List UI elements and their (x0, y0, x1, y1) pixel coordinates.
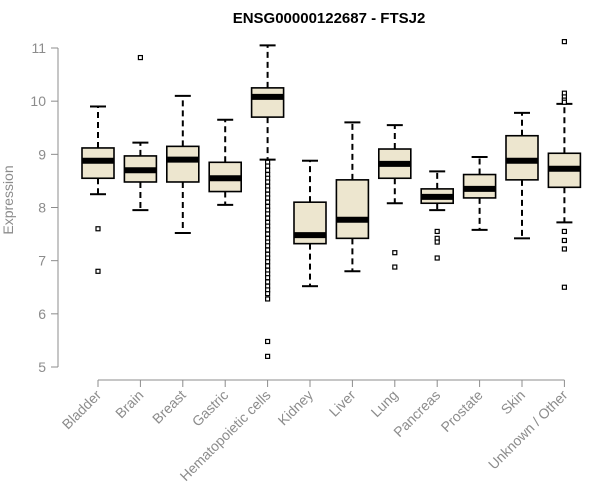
box-hematopoietic-cells (250, 44, 285, 359)
outlier-point (265, 296, 271, 302)
outlier-point (561, 228, 568, 235)
box-kidney (293, 159, 327, 288)
y-axis-label: Expression (0, 165, 16, 234)
y-tick-label: 9 (38, 146, 46, 162)
outlier-point (265, 259, 271, 265)
y-tick-label: 10 (30, 93, 46, 109)
box-prostate (462, 155, 497, 231)
y-tick-label: 8 (38, 200, 46, 216)
x-tick-label: Liver (326, 387, 359, 420)
box-skin (505, 111, 539, 240)
x-tick-label: Skin (498, 387, 529, 418)
iqr-box (166, 145, 200, 183)
outlier-point (265, 163, 271, 169)
outlier-point (392, 264, 398, 270)
outlier-point (434, 239, 440, 245)
box-liver (335, 121, 370, 273)
outlier-point (265, 263, 271, 269)
x-tick-label: Breast (149, 387, 189, 427)
outlier-point (265, 243, 271, 249)
outlier-point (95, 226, 101, 232)
outlier-point (434, 255, 440, 261)
outlier-point (265, 167, 271, 173)
y-tick-label: 7 (38, 253, 46, 269)
box-brain (123, 54, 158, 212)
y-tick-label: 11 (31, 40, 46, 56)
box-breast (166, 94, 200, 235)
outlier-point (95, 268, 101, 274)
box-gastric (208, 118, 242, 206)
outlier-point (265, 211, 271, 217)
iqr-box (250, 87, 285, 118)
x-tick-label: Kidney (275, 387, 317, 429)
x-tick-label: Brain (112, 387, 146, 421)
x-tick-label: Unknown / Other (485, 387, 571, 473)
outlier-point (561, 39, 568, 45)
outlier-point (265, 227, 271, 233)
outlier-point (265, 353, 271, 359)
outlier-point (265, 247, 271, 253)
x-tick-label: Pancreas (390, 387, 443, 440)
outlier-point (265, 231, 271, 237)
y-tick-label: 5 (38, 359, 46, 375)
box-lung (377, 124, 412, 270)
box-bladder (81, 105, 115, 274)
outlier-point (265, 187, 271, 193)
outlier-point (561, 237, 568, 244)
x-tick-label: Prostate (438, 387, 486, 435)
chart-title: ENSG00000122687 - FTSJ2 (233, 10, 426, 27)
outlier-point (265, 199, 271, 205)
iqr-box (335, 179, 370, 240)
outlier-point (561, 246, 568, 252)
outlier-point (434, 228, 440, 235)
boxes-group (81, 39, 582, 359)
outlier-point (265, 215, 271, 221)
box-pancreas (420, 170, 455, 261)
y-axis: 5 6 7 8 9 10 11 (30, 40, 59, 375)
outlier-point (265, 275, 271, 281)
box-unknown-other (547, 39, 582, 290)
outlier-point (265, 338, 271, 345)
outlier-point (561, 99, 568, 105)
x-tick-label: Lung (368, 387, 401, 420)
outlier-point (137, 54, 143, 61)
outlier-point (265, 179, 271, 185)
outlier-point (561, 284, 568, 290)
y-tick-label: 6 (38, 306, 46, 322)
outlier-point (265, 195, 271, 201)
outlier-point (265, 279, 271, 285)
outlier-point (392, 250, 398, 256)
outlier-point (265, 291, 271, 297)
x-tick-label: Bladder (59, 387, 105, 433)
